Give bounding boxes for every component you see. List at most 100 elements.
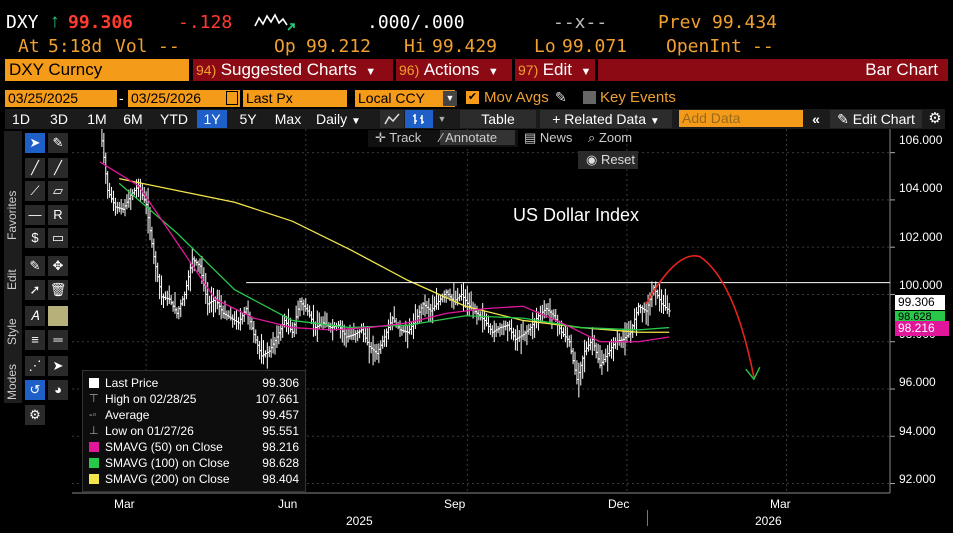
tab-favorites[interactable]: Favorites: [5, 190, 19, 240]
trend-tool-icon[interactable]: ⟋: [25, 181, 45, 201]
legend-item: SMAVG (50) on Close 98.216: [89, 439, 299, 455]
reset-button[interactable]: ◉ Reset: [578, 151, 638, 169]
legend-value: 98.404: [262, 472, 299, 486]
hline-tool-icon[interactable]: —: [25, 205, 45, 225]
period-max[interactable]: Max: [274, 111, 302, 127]
field-select[interactable]: Last Px: [243, 90, 347, 107]
legend-item: Last Price 99.306: [89, 375, 299, 391]
caret-down-icon: ▼: [365, 66, 377, 78]
high-marker-icon: ⊤: [89, 393, 99, 405]
zoom-button[interactable]: ⌕ Zoom: [588, 130, 632, 146]
line-chart-icon[interactable]: [380, 110, 404, 128]
gear-icon[interactable]: ⚙: [928, 110, 942, 127]
period-5y[interactable]: 5Y: [239, 111, 257, 127]
calendar-icon[interactable]: [226, 91, 238, 105]
frequency-select[interactable]: Daily ▼: [312, 110, 372, 128]
high-value: 99.429: [432, 36, 498, 57]
chart-title: US Dollar Index: [513, 205, 640, 225]
related-data-button[interactable]: + Related Data ▼: [540, 110, 672, 128]
mov-avgs-checkbox[interactable]: ✔: [466, 91, 479, 104]
legend-label: Last Price: [105, 376, 159, 390]
annotate-button[interactable]: ⁄ Annotate: [440, 130, 515, 145]
tab-modes[interactable]: Modes: [5, 363, 19, 400]
legend-swatch: [89, 378, 99, 388]
draw-tool-icon[interactable]: ✎: [48, 133, 68, 153]
news-button[interactable]: ▤ News: [524, 130, 572, 146]
period-6m[interactable]: 6M: [123, 111, 143, 127]
legend-swatch: [89, 458, 99, 468]
line-width-icon[interactable]: ≡: [25, 330, 45, 350]
period-1d[interactable]: 1D: [12, 111, 30, 127]
legend-value: 99.457: [262, 408, 299, 422]
dropdown-arrow-icon[interactable]: ▼: [443, 91, 457, 106]
legend-label: Average: [105, 408, 150, 422]
fib-tool-icon[interactable]: $: [25, 228, 45, 248]
y-tick-label: 104.000: [899, 181, 943, 195]
period-ytd[interactable]: YTD: [160, 111, 188, 127]
caret-down-icon: ▼: [649, 116, 660, 127]
collapse-arrows-icon[interactable]: «: [812, 111, 820, 127]
legend-value: 95.551: [262, 424, 299, 438]
suggested-num: 94): [196, 62, 217, 78]
open-interest-value: --: [752, 36, 774, 57]
channel-tool-icon[interactable]: ▱: [48, 181, 68, 201]
text-r-tool-icon[interactable]: R: [48, 205, 68, 225]
font-tool-icon[interactable]: 𝐴: [25, 306, 45, 326]
trash-icon[interactable]: 🗑: [48, 280, 68, 300]
settings-gear-icon[interactable]: ⚙: [25, 405, 45, 425]
tab-edit[interactable]: Edit: [5, 269, 19, 290]
bar-chart-icon[interactable]: [405, 110, 433, 128]
line-style-icon[interactable]: ═: [48, 330, 68, 350]
date-dash: -: [119, 90, 124, 106]
suggested-charts-menu[interactable]: 94) Suggested Charts ▼: [193, 59, 393, 81]
loop-mode-icon[interactable]: ↺: [25, 380, 45, 400]
period-1m[interactable]: 1M: [87, 111, 107, 127]
color-swatch-icon[interactable]: [48, 306, 68, 326]
edit-menu[interactable]: 97) Edit ▼: [515, 59, 595, 81]
forecast-arc: [645, 255, 755, 378]
caret-down-icon: ▼: [487, 66, 499, 78]
start-date-input[interactable]: 03/25/2025: [5, 90, 117, 107]
key-events-checkbox[interactable]: [583, 91, 596, 104]
legend-item: ⊤ High on 02/28/25 107.661: [89, 391, 299, 407]
key-events-label: Key Events: [600, 89, 676, 106]
y-tick-label: 100.000: [899, 278, 943, 292]
end-date-input[interactable]: 03/25/2026: [128, 90, 240, 107]
select-tool-icon[interactable]: ➚: [25, 280, 45, 300]
sma100-tag: 98.628: [895, 311, 945, 323]
pointer-icon[interactable]: ➤: [25, 133, 45, 153]
currency-select[interactable]: Local CCY: [355, 90, 455, 107]
ray-tool-icon[interactable]: ╱: [48, 158, 68, 178]
pen-tool-icon[interactable]: ✎: [25, 256, 45, 276]
x-tick-label: Jun: [278, 497, 298, 511]
legend-item: -◦ Average 99.457: [89, 407, 299, 423]
rect-tool-icon[interactable]: ▭: [48, 228, 68, 248]
track-button[interactable]: ✛ Track: [375, 130, 421, 146]
legend-swatch: [89, 474, 99, 484]
reset-icon: ◉: [586, 152, 601, 167]
actions-menu[interactable]: 96) Actions ▼: [396, 59, 512, 81]
legend-label: Low on 01/27/26: [105, 424, 194, 438]
period-3d[interactable]: 3D: [50, 111, 68, 127]
pencil-icon[interactable]: ✎: [555, 89, 567, 105]
cursor-mode-icon[interactable]: ➤: [48, 356, 68, 376]
edit-chart-button[interactable]: ✎ Edit Chart: [830, 110, 922, 128]
security-field[interactable]: DXY Curncy: [5, 59, 189, 81]
average-marker-icon: -◦: [89, 409, 97, 421]
ticker: DXY: [6, 12, 39, 33]
tab-style[interactable]: Style: [5, 318, 19, 345]
legend-item: SMAVG (100) on Close 98.628: [89, 455, 299, 471]
line-tool-icon[interactable]: ╱: [25, 158, 45, 178]
caret-down-icon: ▼: [351, 116, 361, 127]
dash-tool-icon[interactable]: ⋰: [25, 356, 45, 376]
table-button[interactable]: Table: [460, 110, 536, 128]
legend-value: 98.216: [262, 440, 299, 454]
legend-swatch: [89, 442, 99, 452]
move-tool-icon[interactable]: ✥: [48, 256, 68, 276]
chart-style-caret-icon[interactable]: ▼: [437, 114, 447, 124]
prev-value: 99.434: [712, 12, 778, 33]
open-label: Op: [274, 36, 296, 57]
palette-icon[interactable]: ◕: [48, 380, 68, 400]
period-1y[interactable]: 1Y: [197, 110, 227, 128]
add-data-input[interactable]: Add Data: [679, 110, 803, 127]
